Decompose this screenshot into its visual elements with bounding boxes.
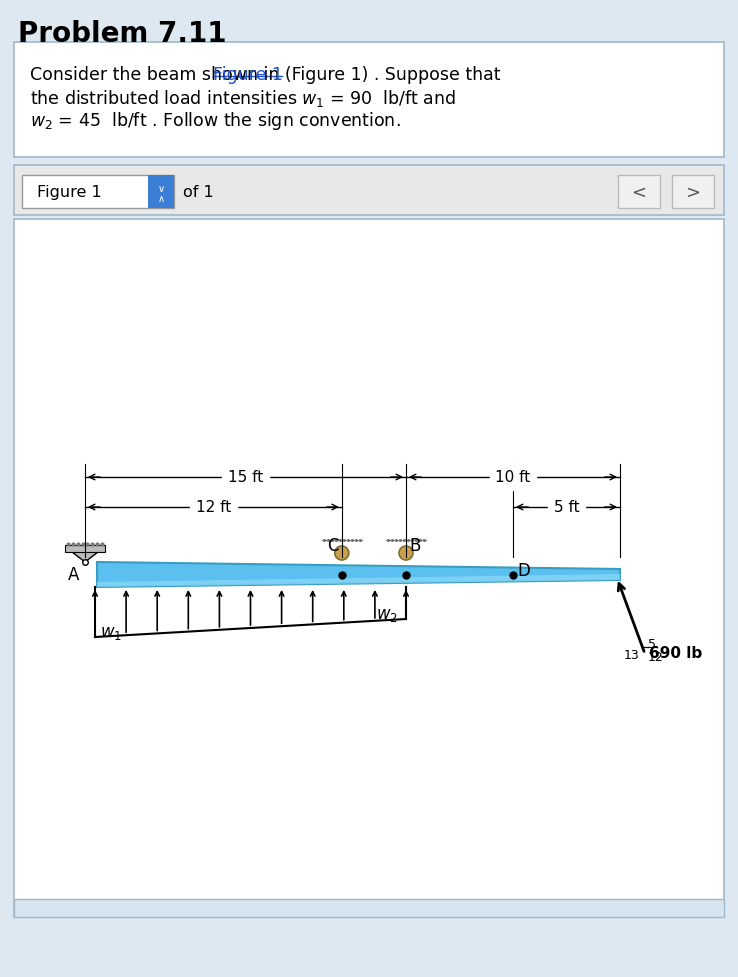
Text: ∧: ∧ (157, 193, 165, 204)
FancyBboxPatch shape (14, 43, 724, 158)
Text: >: > (686, 184, 700, 202)
FancyBboxPatch shape (65, 545, 105, 552)
Text: $w_2$: $w_2$ (376, 606, 398, 623)
Text: D: D (517, 562, 530, 580)
Text: 13: 13 (624, 649, 639, 661)
Circle shape (399, 546, 413, 561)
FancyBboxPatch shape (148, 176, 174, 209)
Text: C: C (327, 536, 339, 554)
Text: Problem 7.11: Problem 7.11 (18, 20, 227, 48)
Text: Consider the beam shown in (Figure 1) . Suppose that: Consider the beam shown in (Figure 1) . … (30, 65, 500, 84)
Text: 5 ft: 5 ft (554, 500, 579, 515)
Text: 12: 12 (648, 651, 663, 663)
Text: 15 ft: 15 ft (228, 470, 263, 485)
Polygon shape (72, 552, 98, 563)
Text: A: A (68, 566, 79, 584)
Circle shape (335, 546, 349, 561)
FancyBboxPatch shape (672, 176, 714, 209)
Text: $w_2$ = 45  lb/ft . Follow the sign convention.: $w_2$ = 45 lb/ft . Follow the sign conve… (30, 109, 401, 132)
Text: 690 lb: 690 lb (649, 646, 703, 660)
Text: 10 ft: 10 ft (495, 470, 531, 485)
Text: the distributed load intensities $w_1$ = 90  lb/ft and: the distributed load intensities $w_1$ =… (30, 88, 456, 108)
Text: 5: 5 (648, 637, 656, 651)
Text: $w_1$: $w_1$ (100, 623, 122, 641)
Text: ∨: ∨ (157, 184, 165, 193)
Text: of 1: of 1 (183, 186, 214, 200)
Text: <: < (632, 184, 646, 202)
FancyBboxPatch shape (14, 899, 724, 917)
FancyBboxPatch shape (22, 176, 174, 209)
Text: Figure 1: Figure 1 (37, 186, 102, 200)
FancyBboxPatch shape (14, 166, 724, 216)
FancyBboxPatch shape (618, 176, 660, 209)
Text: B: B (409, 536, 421, 554)
FancyBboxPatch shape (14, 220, 724, 917)
Text: 12 ft: 12 ft (196, 500, 231, 515)
Text: Figure 1: Figure 1 (213, 65, 283, 84)
Polygon shape (97, 563, 620, 587)
Polygon shape (97, 574, 620, 587)
